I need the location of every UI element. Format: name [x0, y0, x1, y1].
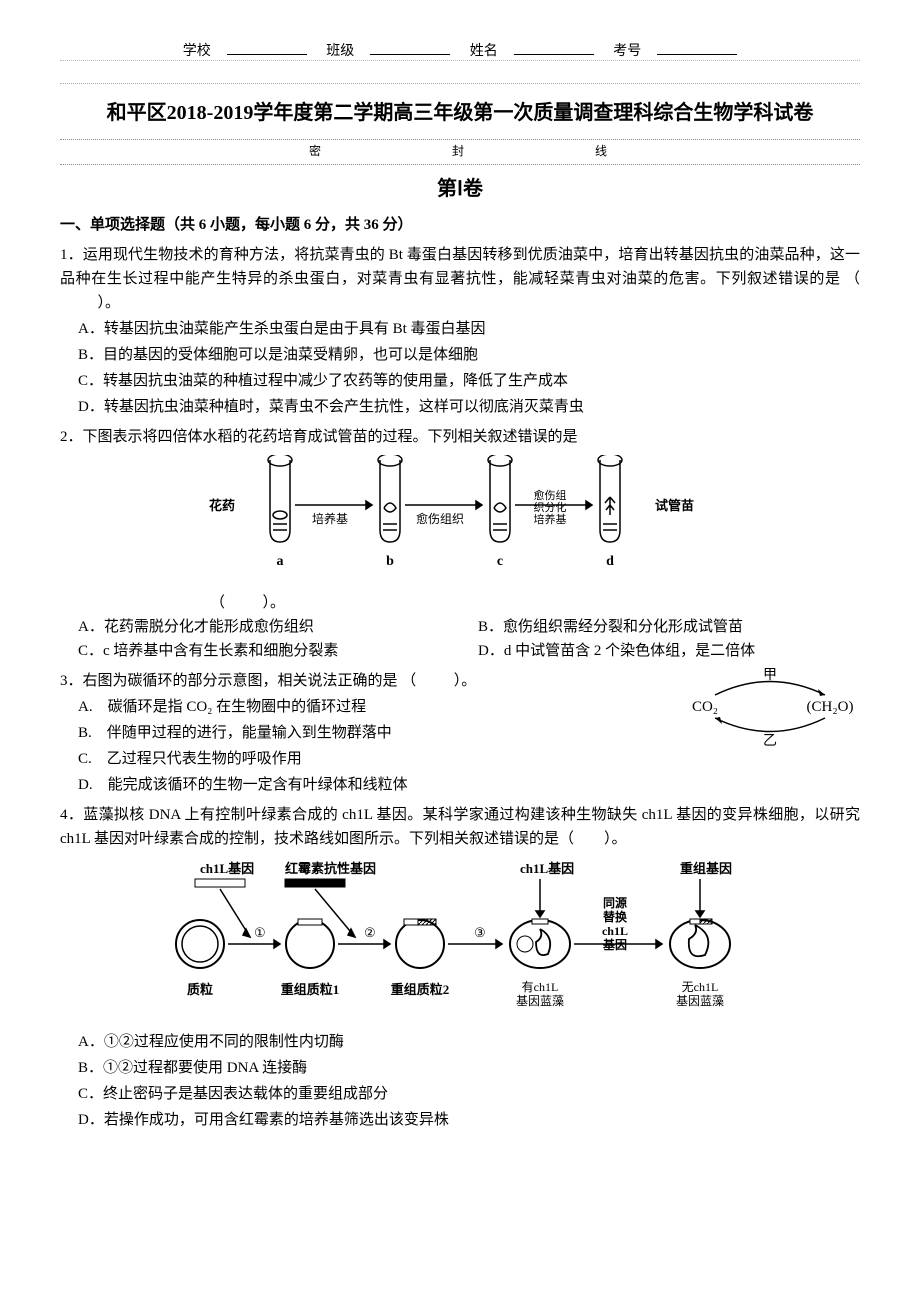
q3-option-c: C. 乙过程只代表生物的呼吸作用 [60, 747, 670, 771]
name-blank [514, 40, 594, 55]
question-4: 4．蓝藻拟核 DNA 上有控制叶绿素合成的 ch1L 基因。某科学家通过构建该种… [60, 803, 860, 851]
q4-label-ch1L: ch1L基因 [200, 861, 254, 876]
q4-stem: 4．蓝藻拟核 DNA 上有控制叶绿素合成的 ch1L 基因。某科学家通过构建该种… [60, 807, 860, 847]
q1-option-d: D．转基因抗虫油菜种植时，菜青虫不会产生抗性，这样可以彻底消灭菜青虫 [60, 395, 860, 419]
q3-figure: 甲 CO₂ (CH₂O) 乙 [680, 663, 860, 761]
q4-homolog-3: ch1L [602, 924, 628, 938]
question-2: 2．下图表示将四倍体水稻的花药培育成试管苗的过程。下列相关叙述错误的是 [60, 425, 860, 449]
q4-label-hasch1L-1: 有ch1L [522, 980, 559, 994]
q2-fig-b: b [386, 554, 394, 569]
q4-homolog-4: 基因 [602, 937, 627, 952]
examno-blank [657, 40, 737, 55]
q2-label-huayao: 花药 [209, 498, 235, 513]
q4-label-noch1L-1: 无ch1L [682, 980, 719, 994]
q4-option-d: D．若操作成功，可用含红霉素的培养基筛选出该变异株 [60, 1108, 860, 1132]
top-dotted-rule [60, 83, 860, 84]
q2-figure: 花药 培养基 愈伤组织 愈伤组 织分化 培养基 试管苗 a b c d [60, 455, 860, 585]
q2-answer-blank-row [60, 591, 860, 615]
school-label: 学校 [183, 44, 211, 59]
q2-option-a: A．花药需脱分化才能形成愈伤组织 [60, 615, 460, 639]
q2-label-callusdiff-1: 愈伤组 [534, 488, 567, 502]
q2-option-d: D．d 中试管苗含 2 个染色体组，是二倍体 [460, 639, 860, 663]
q3-option-b: B. 伴随甲过程的进行，能量输入到生物群落中 [60, 721, 670, 745]
q1-option-c: C．转基因抗虫油菜的种植过程中减少了农药等的使用量，降低了生产成本 [60, 369, 860, 393]
q3-option-a: A. 碳循环是指 CO₂ 在生物圈中的循环过程 [60, 695, 670, 719]
q4-label-plasmid: 质粒 [187, 982, 213, 997]
sealed-b: 封 [452, 144, 468, 158]
q2-label-callusdiff-2: 织分化 [534, 500, 567, 514]
q4-label-noch1L-2: 基因蓝藻 [676, 994, 724, 1008]
question-3: 3．右图为碳循环的部分示意图，相关说法正确的是 A. 碳循环是指 CO₂ 在生物… [60, 663, 860, 797]
q3-stem: 3．右图为碳循环的部分示意图，相关说法正确的是 [60, 673, 398, 689]
q4-label-rplasmid2: 重组质粒2 [391, 982, 450, 997]
q4-option-c: C．终止密码子是基因表达载体的重要组成部分 [60, 1082, 860, 1106]
q1-option-b: B．目的基因的受体细胞可以是油菜受精卵，也可以是体细胞 [60, 343, 860, 367]
q2-stem: 2．下图表示将四倍体水稻的花药培育成试管苗的过程。下列相关叙述错误的是 [60, 429, 578, 445]
paper-title: 和平区2018-2019学年度第二学期高三年级第一次质量调查理科综合生物学科试卷 [60, 97, 860, 129]
exam-header-fields: 学校 班级 姓名 考号 [60, 40, 860, 63]
question-1: 1．运用现代生物技术的育种方法，将抗菜青虫的 Bt 毒蛋白基因转移到优质油菜中，… [60, 243, 860, 315]
section-title: 第Ⅰ卷 [60, 173, 860, 205]
sealed-line: 密 封 线 [60, 139, 860, 164]
q4-homolog-1: 同源 [603, 895, 627, 910]
q4-label-rplasmid1: 重组质粒1 [281, 982, 340, 997]
name-label: 姓名 [470, 44, 498, 59]
q3-svg: 甲 CO₂ (CH₂O) 乙 [680, 663, 860, 753]
q2-label-plantlet: 试管苗 [655, 498, 694, 513]
q4-label-recomb: 重组基因 [680, 861, 732, 876]
q2-option-c: C．c 培养基中含有生长素和细胞分裂素 [60, 639, 460, 663]
q4-label-hasch1L-2: 基因蓝藻 [516, 994, 564, 1008]
q2-option-b: B．愈伤组织需经分裂和分化形成试管苗 [460, 615, 860, 639]
q3-fig-bottom: 乙 [763, 733, 777, 749]
q1-option-a: A．转基因抗虫油菜能产生杀虫蛋白是由于具有 Bt 毒蛋白基因 [60, 317, 860, 341]
q4-step2: ② [364, 925, 376, 940]
q2-svg: 花药 培养基 愈伤组织 愈伤组 织分化 培养基 试管苗 a b c d [200, 455, 720, 585]
q1-stem: 1．运用现代生物技术的育种方法，将抗菜青虫的 Bt 毒蛋白基因转移到优质油菜中，… [60, 247, 860, 287]
q2-answer-blank [210, 595, 285, 611]
sealed-a: 密 [309, 144, 325, 158]
q4-homolog-2: 替换 [603, 909, 628, 924]
q4-label-ch1L-2: ch1L基因 [520, 861, 574, 876]
q4-label-resist: 红霉素抗性基因 [285, 861, 376, 876]
class-label: 班级 [326, 44, 354, 59]
q2-fig-c: c [497, 554, 503, 569]
school-blank [227, 40, 307, 55]
q2-fig-d: d [606, 554, 614, 569]
q3-answer-blank [401, 673, 476, 689]
q3-stem-row: 3．右图为碳循环的部分示意图，相关说法正确的是 [60, 669, 670, 693]
q2-options-row2: C．c 培养基中含有生长素和细胞分裂素 D．d 中试管苗含 2 个染色体组，是二… [60, 639, 860, 663]
mcq-heading: 一、单项选择题（共 6 小题，每小题 6 分，共 36 分） [60, 213, 860, 237]
q4-step3: ③ [474, 925, 486, 940]
class-blank [370, 40, 450, 55]
q4-option-b: B．①②过程都要使用 DNA 连接酶 [60, 1056, 860, 1080]
q2-label-medium: 培养基 [312, 511, 348, 526]
sealed-c: 线 [595, 144, 611, 158]
q4-step1: ① [254, 925, 266, 940]
q3-fig-top: 甲 [763, 668, 777, 683]
q4-svg: ch1L基因 红霉素抗性基因 ch1L基因 重组基因 质粒 重组质粒1 重组质粒… [140, 859, 780, 1014]
examno-label: 考号 [613, 44, 641, 59]
q3-fig-left: CO₂ [692, 699, 718, 715]
q2-fig-a: a [277, 554, 284, 569]
q4-figure: ch1L基因 红霉素抗性基因 ch1L基因 重组基因 质粒 重组质粒1 重组质粒… [60, 859, 860, 1022]
q2-label-callus: 愈伤组织 [416, 511, 464, 526]
q2-label-callusdiff-3: 培养基 [534, 512, 567, 526]
q3-option-d: D. 能完成该循环的生物一定含有叶绿体和线粒体 [60, 773, 670, 797]
q2-options-row1: A．花药需脱分化才能形成愈伤组织 B．愈伤组织需经分裂和分化形成试管苗 [60, 615, 860, 639]
q3-fig-right: (CH₂O) [807, 699, 854, 715]
q4-option-a: A．①②过程应使用不同的限制性内切酶 [60, 1030, 860, 1054]
